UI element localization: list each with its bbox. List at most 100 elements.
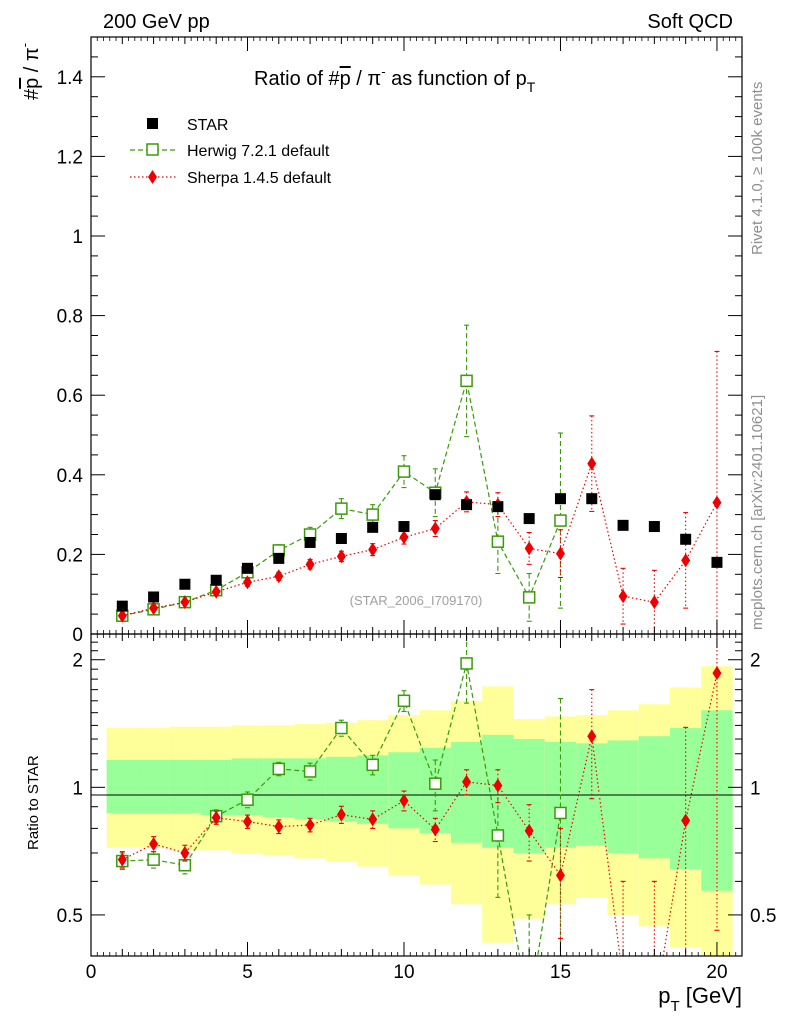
sherpa-series-point (555, 546, 565, 561)
title-post: as function of p (386, 68, 527, 90)
x-tick-label: 0 (86, 962, 97, 983)
legend-label-herwig: Herwig 7.2.1 default (187, 143, 330, 160)
herwig-series-point (397, 465, 411, 478)
rivet-version-label: Rivet 4.1.0, ≥ 100k events (749, 82, 766, 255)
sherpa-series-point (242, 814, 252, 829)
herwig-series-point (429, 777, 442, 790)
ratio-data-layer (116, 633, 722, 957)
ylabel-sup: - (17, 43, 32, 47)
herwig-series-line (122, 380, 562, 617)
main-y-tick-label: 0.2 (57, 545, 83, 566)
band-inner-bin (231, 758, 264, 816)
band-inner-bin (450, 741, 483, 843)
sherpa-series-point (587, 456, 597, 471)
herwig-series-point (460, 374, 473, 388)
band-inner-bin (701, 710, 733, 891)
xlabel-unit: [GeV] (680, 983, 742, 1008)
sherpa-series-point (399, 793, 409, 808)
main-y-tick-label: 0.6 (57, 386, 83, 407)
star-series-point (586, 493, 598, 505)
legend-marker-sherpa (148, 170, 157, 184)
ratio-y-ticks: 0.5 0.5 1 1 2 2 (57, 641, 776, 957)
sherpa-series-point (274, 819, 284, 834)
star-series-point (492, 501, 504, 513)
sherpa-series-point (712, 666, 722, 681)
sherpa-series-point (211, 810, 221, 825)
title-sup: - (381, 64, 385, 79)
sherpa-series-point (493, 778, 503, 793)
legend-label-sherpa: Sherpa 1.4.5 default (187, 170, 332, 187)
x-tick-label: 20 (706, 962, 727, 983)
sherpa-series-point (368, 542, 378, 557)
star-series-point (210, 574, 222, 586)
main-panel: 00.20.40.60.811.21.4 Ratio of #p / π- as… (17, 36, 743, 646)
sherpa-series-point (242, 575, 252, 590)
star-series-point (554, 493, 566, 505)
star-series-point (711, 556, 723, 568)
herwig-series-point (397, 694, 411, 708)
sherpa-series-point (587, 729, 597, 744)
ratio-y-tick-label-right: 0.5 (750, 906, 776, 927)
herwig-series-point (241, 793, 254, 806)
xlabel-p: p (658, 983, 670, 1008)
band-inner-bin (169, 760, 201, 813)
band-inner-bin (388, 752, 420, 829)
sherpa-series-point (117, 608, 127, 623)
header-left-label: 200 GeV pp (103, 11, 210, 33)
x-tick-label: 10 (393, 962, 414, 983)
star-series-point (461, 499, 473, 511)
herwig-series-line (122, 663, 562, 956)
chart-title: Ratio of #p / π- as function of pT (254, 64, 536, 95)
sherpa-series-point (681, 553, 691, 568)
star-series-point (648, 521, 660, 533)
star-series-point (429, 489, 441, 501)
ylabel-pre: # (21, 88, 43, 100)
main-x-ticks (90, 37, 743, 634)
star-series-point (304, 536, 316, 548)
sherpa-series-point (430, 521, 440, 536)
ratio-y-tick-label: 0.5 (57, 906, 83, 927)
herwig-series-point (554, 514, 567, 527)
ratio-y-tick-label-right: 2 (750, 651, 761, 672)
sherpa-series-point (555, 868, 565, 883)
sherpa-series-point (117, 852, 127, 867)
sherpa-series-point (211, 584, 221, 599)
herwig-series-point (147, 853, 160, 866)
legend-marker-herwig (146, 143, 159, 156)
x-tick-label: 15 (550, 962, 571, 983)
main-y-tick-label: 0.8 (57, 307, 83, 328)
star-series-point (179, 578, 191, 590)
ratio-x-ticks: 0 5 10 15 20 (86, 634, 743, 983)
title-mid: / π (351, 68, 381, 90)
sherpa-series-point (336, 549, 346, 564)
herwig-series-point (335, 502, 348, 515)
band-inner-bin (607, 740, 639, 853)
herwig-series-point (554, 806, 567, 820)
herwig-series-point (460, 657, 473, 670)
sherpa-series-point (681, 813, 691, 828)
legend-label-star: STAR (187, 117, 228, 134)
main-y-tick-label: 0.4 (57, 466, 84, 487)
x-axis-label: pT [GeV] (658, 983, 742, 1015)
title-pbar: p (340, 68, 351, 90)
star-series-point (241, 562, 253, 574)
title-pre: Ratio of # (254, 68, 340, 90)
star-series-point (398, 521, 410, 533)
analysis-id-annotation: (STAR_2006_I709170) (350, 593, 483, 608)
legend-marker-star (147, 118, 158, 129)
x-tick-label: 5 (242, 962, 253, 983)
ratio-panel: 0.5 0.5 1 1 2 2 0 5 10 15 20 Ratio to STAR pT [Ge… (25, 633, 776, 1015)
ratio-y-tick-label-right: 1 (750, 778, 761, 799)
ratio-y-axis-label: Ratio to STAR (25, 755, 42, 850)
star-series-point (523, 513, 535, 525)
header-right-label: Soft QCD (647, 11, 733, 33)
herwig-series-point (366, 758, 379, 772)
ratio-y-tick-label: 1 (72, 778, 83, 799)
ylabel-mid: / π (21, 47, 43, 77)
sherpa-series-point (712, 495, 722, 510)
sherpa-series-point (274, 569, 284, 584)
sherpa-series-point (462, 774, 472, 789)
star-series-point (273, 552, 285, 564)
mcplots-label: mcplots.cern.ch [arXiv:2401.10621] (749, 395, 766, 630)
